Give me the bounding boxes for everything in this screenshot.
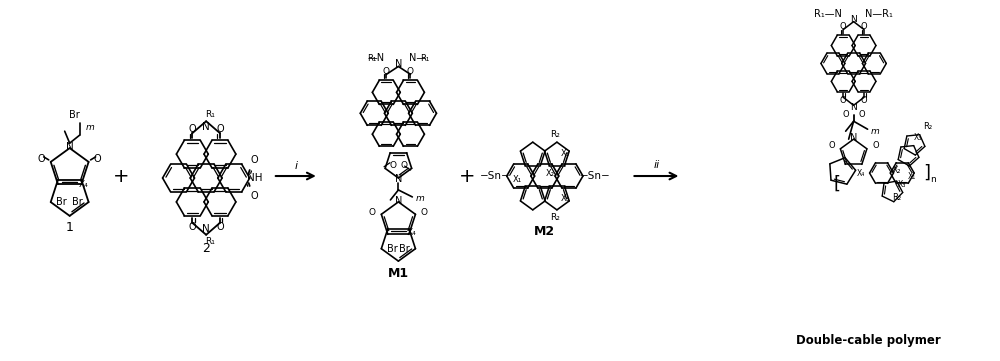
Text: Double-cable polymer: Double-cable polymer [796, 334, 941, 347]
Text: N—: N— [409, 53, 426, 64]
Text: m: m [85, 123, 94, 132]
Text: R₂: R₂ [892, 192, 901, 201]
Text: N: N [66, 142, 74, 152]
Text: O: O [94, 154, 101, 164]
Text: O: O [407, 67, 414, 76]
Text: Br: Br [399, 244, 410, 254]
Text: X₂: X₂ [545, 169, 554, 178]
Text: N: N [850, 15, 857, 24]
Text: +: + [113, 166, 130, 186]
Text: [: [ [833, 175, 840, 193]
Text: 2: 2 [202, 242, 210, 255]
Text: i: i [294, 161, 297, 171]
Text: R₁: R₁ [368, 54, 377, 63]
Text: X₁: X₁ [908, 171, 916, 180]
Text: X₃: X₃ [560, 149, 569, 158]
Text: −Sn−: −Sn− [580, 171, 610, 181]
Text: N: N [202, 122, 210, 132]
Text: 1: 1 [66, 221, 74, 234]
Text: O: O [251, 191, 258, 201]
Text: X₄: X₄ [407, 228, 417, 237]
Text: R₂: R₂ [550, 130, 560, 139]
Text: R₁—N: R₁—N [814, 9, 842, 19]
Text: —N: —N [368, 53, 385, 64]
Text: O: O [189, 222, 196, 232]
Text: R₂: R₂ [923, 122, 932, 131]
Text: X₃: X₃ [897, 180, 906, 188]
Text: N: N [850, 133, 857, 143]
Text: O: O [216, 124, 224, 134]
Text: M2: M2 [534, 225, 555, 238]
Text: R₁: R₁ [205, 237, 215, 246]
Text: NH: NH [247, 173, 262, 183]
Text: ]: ] [924, 164, 931, 182]
Text: +: + [459, 166, 475, 186]
Text: m: m [416, 195, 425, 204]
Text: N: N [202, 224, 210, 234]
Text: X₂: X₂ [893, 166, 901, 174]
Text: O: O [840, 22, 847, 31]
Text: O: O [369, 208, 376, 217]
Text: O: O [861, 96, 867, 105]
Text: Br: Br [69, 110, 80, 120]
Text: Br: Br [387, 244, 398, 254]
Text: O: O [189, 124, 196, 134]
Text: m: m [871, 127, 880, 136]
Text: O: O [858, 110, 865, 119]
Text: R₂: R₂ [550, 213, 560, 222]
Text: O: O [840, 96, 847, 105]
Text: N—R₁: N—R₁ [865, 9, 893, 19]
Text: ii: ii [653, 160, 660, 170]
Text: Br: Br [72, 197, 83, 207]
Text: N: N [395, 196, 402, 206]
Text: −Sn−: −Sn− [479, 171, 510, 181]
Text: M1: M1 [388, 266, 409, 279]
Text: O: O [873, 141, 879, 150]
Text: O: O [383, 67, 390, 76]
Text: R₁: R₁ [420, 54, 429, 63]
Text: O: O [216, 222, 224, 232]
Text: O: O [390, 161, 397, 170]
Text: O: O [38, 154, 46, 164]
Text: O: O [400, 161, 407, 170]
Text: X₄: X₄ [78, 180, 88, 189]
Text: N: N [850, 103, 857, 112]
Text: R₁: R₁ [205, 110, 215, 119]
Text: X₃: X₃ [560, 195, 569, 204]
Text: n: n [930, 174, 936, 183]
Text: N: N [395, 60, 402, 69]
Text: O: O [842, 110, 849, 119]
Text: X₁: X₁ [513, 174, 522, 183]
Text: O: O [251, 155, 258, 165]
Text: Br: Br [56, 197, 67, 207]
Text: O: O [828, 141, 835, 150]
Text: X₄: X₄ [856, 169, 865, 178]
Text: N: N [395, 174, 402, 184]
Text: O: O [861, 22, 867, 31]
Text: X₃: X₃ [913, 133, 922, 142]
Text: O: O [421, 208, 428, 217]
